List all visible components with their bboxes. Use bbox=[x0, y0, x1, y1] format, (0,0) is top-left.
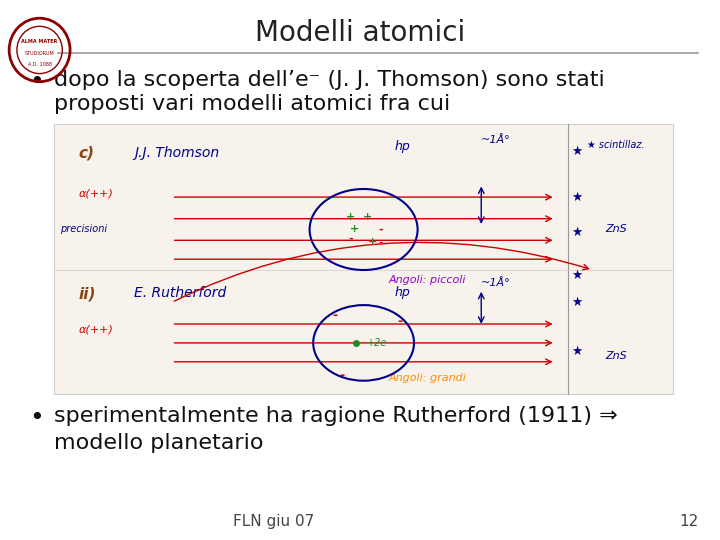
Text: ★: ★ bbox=[572, 296, 583, 309]
Text: -: - bbox=[379, 225, 383, 234]
Text: ALMA MATER: ALMA MATER bbox=[22, 39, 58, 44]
Text: A.D. 1088: A.D. 1088 bbox=[27, 62, 52, 68]
Text: Modelli atomici: Modelli atomici bbox=[255, 19, 465, 47]
Text: modello planetario: modello planetario bbox=[54, 433, 264, 453]
Text: Angoli: grandi: Angoli: grandi bbox=[388, 373, 467, 383]
Text: precisioni: precisioni bbox=[60, 224, 107, 234]
Text: sperimentalmente ha ragione Rutherford (1911) ⇒: sperimentalmente ha ragione Rutherford (… bbox=[54, 406, 618, 426]
Text: J.J. Thomson: J.J. Thomson bbox=[135, 146, 220, 160]
Text: -: - bbox=[332, 309, 338, 322]
Text: +2e: +2e bbox=[367, 338, 387, 348]
Text: dopo la scoperta dell’e⁻ (J. J. Thomson) sono stati: dopo la scoperta dell’e⁻ (J. J. Thomson)… bbox=[54, 70, 605, 90]
Text: ★: ★ bbox=[572, 145, 583, 158]
Text: •: • bbox=[29, 70, 43, 94]
Text: ZnS: ZnS bbox=[605, 224, 627, 234]
Text: -: - bbox=[348, 234, 353, 244]
Text: hp: hp bbox=[395, 140, 410, 153]
Text: ★: ★ bbox=[572, 226, 583, 239]
Text: ★: ★ bbox=[572, 191, 583, 204]
Text: +: + bbox=[351, 225, 359, 234]
Text: ZnS: ZnS bbox=[605, 351, 627, 361]
Text: +: + bbox=[368, 238, 377, 247]
Text: 12: 12 bbox=[679, 514, 698, 529]
Text: +: + bbox=[346, 212, 355, 221]
Text: -: - bbox=[397, 315, 402, 328]
Text: ~1Å°: ~1Å° bbox=[481, 135, 511, 145]
Text: ii): ii) bbox=[78, 286, 96, 301]
Text: -: - bbox=[339, 369, 345, 382]
Text: α(++): α(++) bbox=[78, 189, 114, 199]
Text: -: - bbox=[379, 238, 383, 247]
Text: +: + bbox=[364, 212, 372, 221]
Text: FLN giu 07: FLN giu 07 bbox=[233, 514, 314, 529]
Text: •: • bbox=[29, 406, 43, 430]
Text: ★: ★ bbox=[572, 345, 583, 357]
Text: E. Rutherford: E. Rutherford bbox=[135, 286, 227, 300]
Text: Angoli: piccoli: Angoli: piccoli bbox=[388, 275, 466, 286]
Text: ~1Å°: ~1Å° bbox=[481, 278, 511, 288]
FancyBboxPatch shape bbox=[54, 124, 673, 394]
Text: hp: hp bbox=[395, 286, 410, 299]
Text: α(++): α(++) bbox=[78, 324, 114, 334]
Text: ★ scintillaz.: ★ scintillaz. bbox=[587, 140, 644, 151]
Text: c): c) bbox=[78, 146, 95, 161]
Text: proposti vari modelli atomici fra cui: proposti vari modelli atomici fra cui bbox=[54, 94, 450, 114]
Text: STUDIORUM: STUDIORUM bbox=[24, 51, 55, 56]
Text: ★: ★ bbox=[572, 269, 583, 282]
